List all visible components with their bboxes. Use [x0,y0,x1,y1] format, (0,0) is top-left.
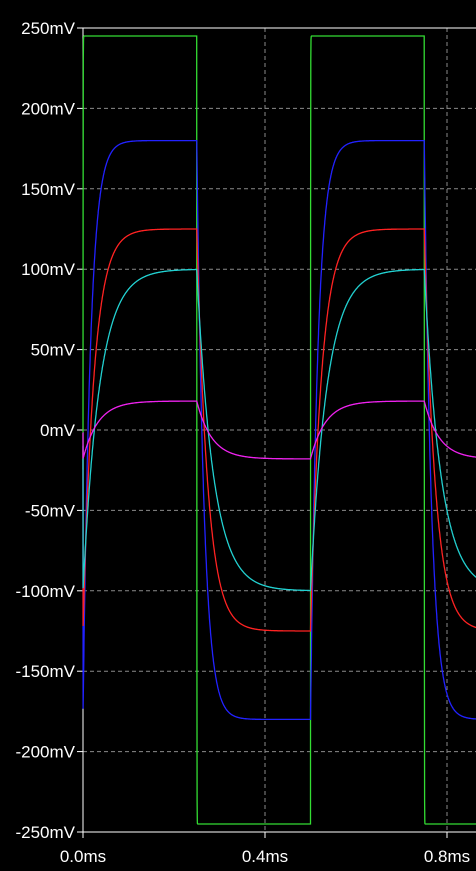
x-axis-ticks: 0.0ms 0.4ms 0.8ms [60,832,470,866]
y-tick-label: -100mV [15,582,75,601]
y-tick-label: 0mV [40,421,76,440]
series-traces [82,35,476,825]
series-line [82,228,476,632]
series-line [82,400,476,460]
series-line [82,139,476,721]
y-tick-label: 150mV [21,180,76,199]
y-tick-label: -150mV [15,662,75,681]
x-tick-label: 0.8ms [424,847,470,866]
grid-lines [83,28,476,832]
x-tick-label: 0.0ms [60,847,106,866]
y-tick-label: -250mV [15,823,75,842]
y-tick-label: -200mV [15,743,75,762]
y-tick-label: 100mV [21,260,76,279]
y-tick-label: 50mV [31,341,76,360]
x-tick-label: 0.4ms [242,847,288,866]
y-tick-label: 250mV [21,19,76,38]
series-line [82,268,476,592]
y-tick-label: -50mV [25,501,76,520]
y-axis-ticks: 250mV 200mV 150mV 100mV 50mV 0mV -50mV -100mV -1… [15,19,83,842]
y-tick-label: 200mV [21,99,76,118]
series-line [82,35,476,825]
